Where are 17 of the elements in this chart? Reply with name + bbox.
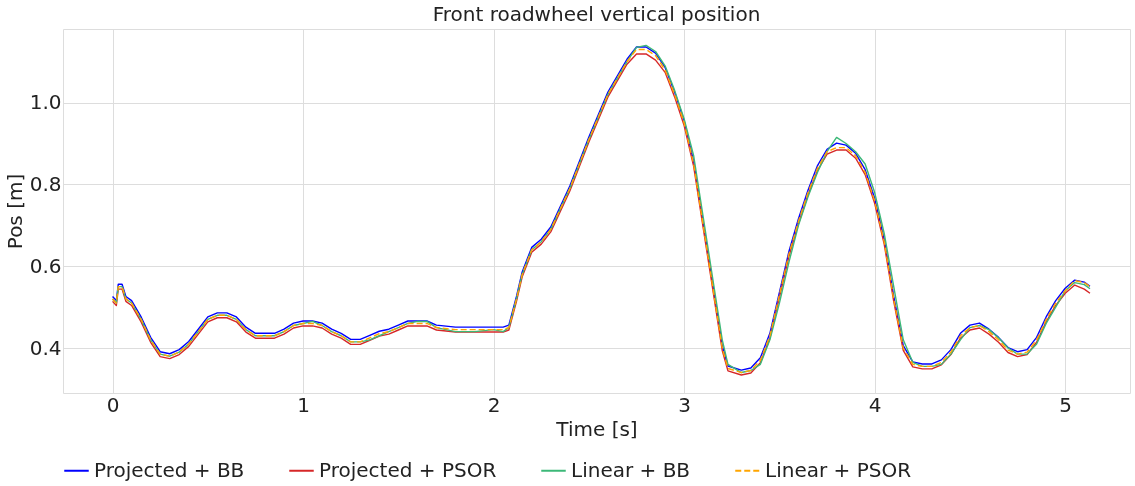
legend-label: Projected + BB xyxy=(94,457,245,482)
y-tick-label: 0.8 xyxy=(29,171,62,196)
x-tick-label: 2 xyxy=(487,392,501,417)
x-axis-title: Time [s] xyxy=(555,416,638,441)
y-tick-label: 1.0 xyxy=(29,90,62,115)
x-tick-label: 5 xyxy=(1059,392,1073,417)
x-tick-label: 4 xyxy=(868,392,882,417)
chart-title: Front roadwheel vertical position xyxy=(432,2,761,26)
y-tick-label: 0.4 xyxy=(29,335,62,360)
legend-label: Projected + PSOR xyxy=(319,457,497,482)
x-tick-label: 1 xyxy=(297,392,310,417)
x-tick-label: 3 xyxy=(678,392,692,417)
legend-label: Linear + BB xyxy=(571,457,691,482)
legend-label: Linear + PSOR xyxy=(765,457,912,482)
y-tick-label: 0.6 xyxy=(29,253,62,278)
y-axis-title: Pos [m] xyxy=(2,173,27,250)
x-tick-label: 0 xyxy=(106,392,120,417)
